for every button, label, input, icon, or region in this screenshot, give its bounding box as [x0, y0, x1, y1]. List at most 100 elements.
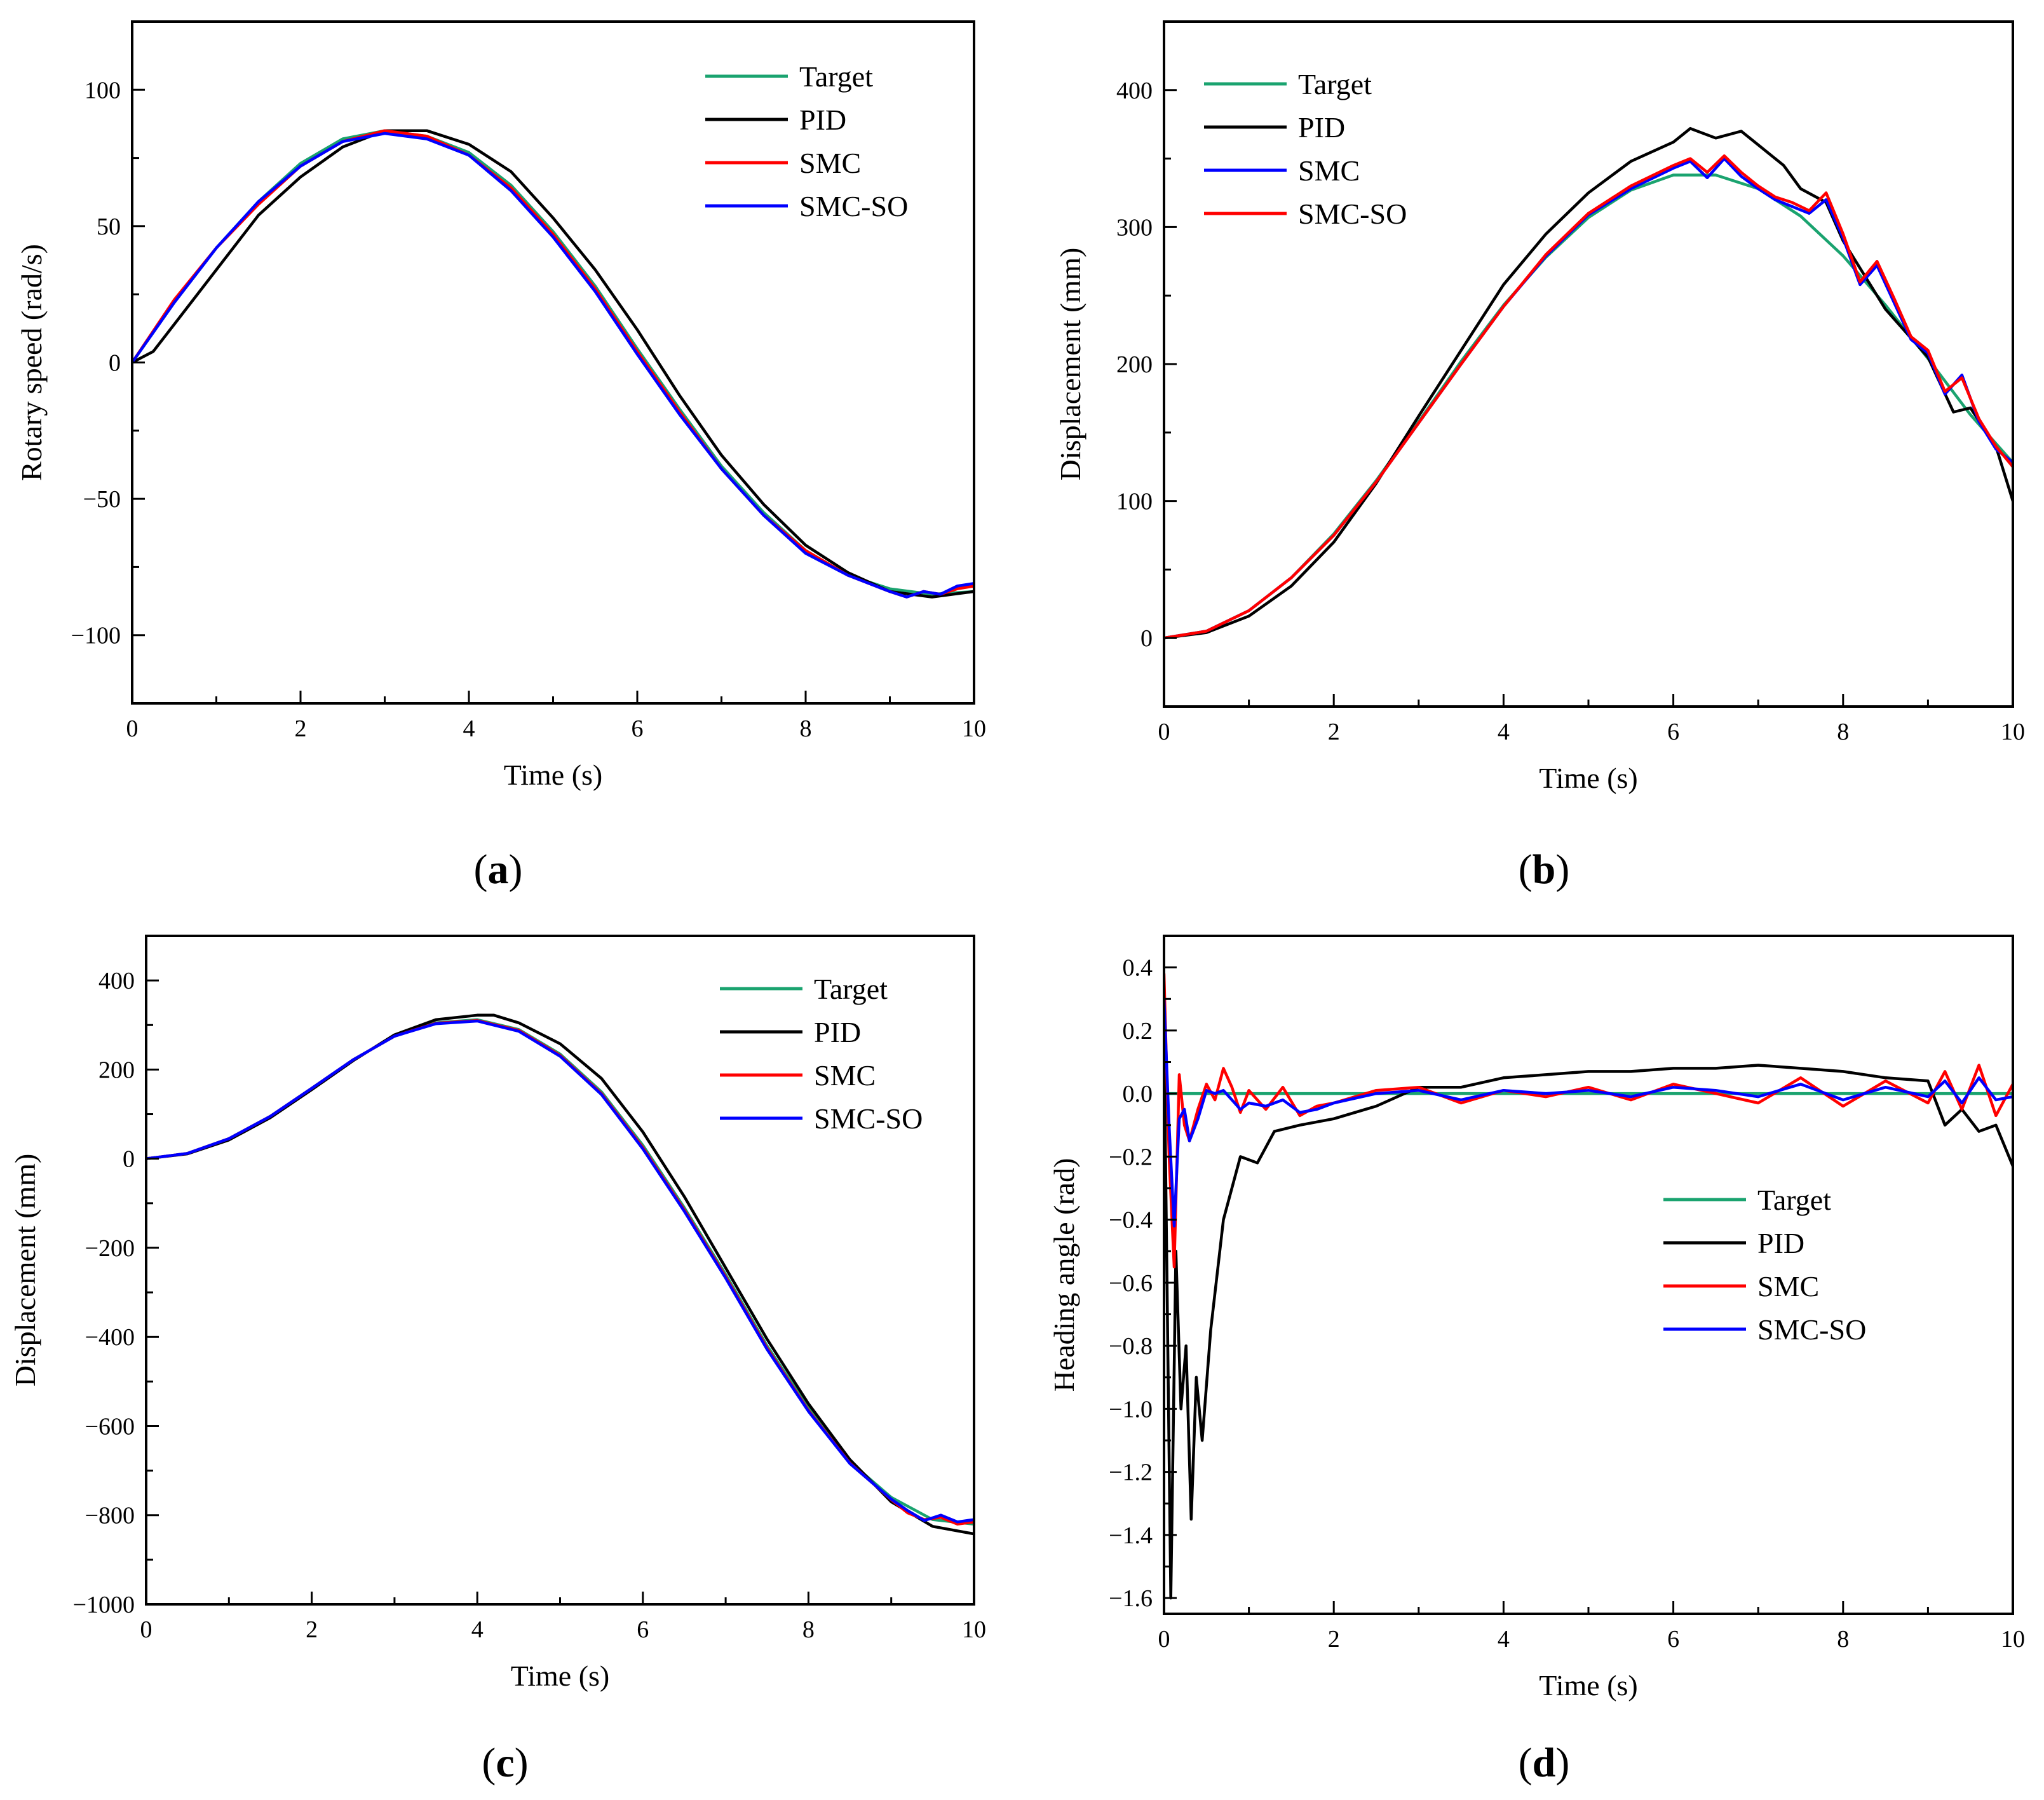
y-tick-label: −1.2 [1109, 1459, 1153, 1486]
y-tick-label: −400 [85, 1324, 135, 1351]
y-tick-label: −0.8 [1109, 1333, 1153, 1360]
legend-item: SMC [705, 147, 861, 179]
y-tick-label: 200 [1116, 351, 1153, 378]
legend-item: SMC [720, 1059, 876, 1092]
legend-label: SMC-SO [1298, 198, 1407, 230]
x-tick-label: 10 [962, 1616, 986, 1643]
legend-label: Target [814, 973, 888, 1005]
x-tick-label: 2 [1328, 719, 1340, 745]
y-tick-label: 100 [1116, 489, 1153, 515]
legend-item: SMC-SO [1663, 1313, 1866, 1346]
panel-label-close: ) [1555, 846, 1569, 893]
panel-label-letter: d [1533, 1740, 1556, 1786]
x-tick-label: 6 [1667, 1626, 1679, 1653]
legend-item: PID [1663, 1227, 1804, 1259]
legend-label: PID [814, 1016, 861, 1048]
plot-frame [1163, 935, 2014, 1615]
y-tick-label: 300 [1116, 214, 1153, 241]
y-tick-label: 400 [1116, 78, 1153, 104]
y-tick-label: 50 [97, 213, 121, 240]
x-axis-title: Time (s) [504, 759, 603, 791]
y-tick-label: −1.0 [1109, 1396, 1153, 1423]
x-tick-label: 6 [637, 1616, 649, 1643]
panel-label-open: ( [474, 846, 488, 893]
legend-item: PID [720, 1016, 861, 1048]
y-tick-label: 100 [85, 77, 121, 104]
legend-item: Target [705, 60, 873, 93]
x-tick-label: 4 [463, 715, 475, 742]
legend-label: PID [1298, 111, 1345, 144]
panel-label-close: ) [1555, 1740, 1569, 1786]
x-tick-label: 2 [295, 715, 307, 742]
legend-label: SMC-SO [1757, 1313, 1866, 1346]
series-group [132, 129, 974, 599]
legend-item: Target [720, 973, 888, 1005]
legend-item: SMC-SO [705, 190, 908, 222]
series-group [1164, 126, 2013, 640]
y-tick-label: −600 [85, 1413, 135, 1440]
x-axis-title: Time (s) [1539, 762, 1638, 794]
y-tick-label: 0.0 [1123, 1081, 1153, 1107]
y-tick-label: −800 [85, 1503, 135, 1529]
y-tick-label: −0.4 [1109, 1207, 1153, 1234]
x-tick-label: 2 [1328, 1626, 1340, 1653]
legend-label: SMC [1298, 154, 1360, 187]
x-tick-label: 2 [306, 1616, 318, 1643]
panel-label-letter: a [488, 846, 509, 893]
y-tick-label: 200 [98, 1057, 135, 1083]
y-tick-label: −50 [83, 486, 121, 513]
series-line-pid [146, 1013, 974, 1536]
y-tick-label: −1.6 [1109, 1585, 1153, 1612]
legend-item: Target [1204, 68, 1372, 100]
plot-frame [1163, 20, 2014, 708]
legend-item: Target [1663, 1184, 1831, 1216]
y-axis-title: Heading angle (rad) [1048, 1158, 1080, 1392]
series-line-pid [132, 129, 974, 599]
legend: Target PID SMC SMC-SO [1204, 68, 1407, 230]
legend: Target PID SMC SMC-SO [1663, 1184, 1866, 1346]
legend-label: SMC-SO [799, 190, 908, 222]
legend-item: SMC-SO [1204, 198, 1407, 230]
y-tick-label: −1.4 [1109, 1522, 1153, 1549]
legend: Target PID SMC SMC-SO [720, 973, 923, 1135]
x-tick-label: 0 [1158, 1626, 1170, 1653]
panel-label: (b) [1519, 846, 1570, 893]
legend-item: SMC [1663, 1270, 1819, 1303]
legend-label: SMC [1757, 1270, 1819, 1303]
panel-label-close: ) [509, 846, 523, 893]
panel-label: (c) [482, 1740, 528, 1786]
legend-label: SMC [799, 147, 861, 179]
legend: Target PID SMC SMC-SO [705, 60, 908, 222]
series-line-smc [1164, 972, 2013, 1269]
series-line-target [1164, 173, 2013, 640]
legend-item: SMC [1204, 154, 1360, 187]
x-tick-label: 6 [1667, 719, 1679, 745]
series-line-smc-so [1164, 157, 2013, 640]
panel-c: 0 2 4 6 8 10 −1000 −800 −600 −400 −200 0 200 400 Time … [9, 935, 986, 1786]
x-tick-label: 8 [1837, 719, 1849, 745]
legend-label: Target [799, 60, 873, 93]
panel-label-open: ( [1519, 1740, 1533, 1786]
y-tick-label: −0.2 [1109, 1144, 1153, 1170]
x-axis-title: Time (s) [1539, 1669, 1638, 1702]
legend-label: Target [1757, 1184, 1831, 1216]
x-tick-label: 4 [1498, 1626, 1510, 1653]
y-tick-label: 0.2 [1123, 1018, 1153, 1045]
legend-item: PID [1204, 111, 1345, 144]
y-axis-title: Displacement (mm) [1054, 248, 1086, 481]
y-axis-title: Rotary speed (rad/s) [15, 244, 48, 481]
y-tick-label: −1000 [73, 1592, 135, 1618]
x-tick-label: 4 [471, 1616, 484, 1643]
series-line-smc-so [132, 132, 974, 599]
y-tick-label: 0 [123, 1146, 135, 1173]
legend-label: PID [1757, 1227, 1804, 1259]
legend-item: SMC-SO [720, 1102, 923, 1135]
series-group [1164, 972, 2013, 1600]
series-line-pid [1164, 126, 2013, 640]
x-tick-label: 0 [126, 715, 139, 742]
y-tick-label: 0 [1140, 625, 1153, 652]
y-tick-label: −0.6 [1109, 1270, 1153, 1297]
x-axis-title: Time (s) [511, 1660, 610, 1692]
